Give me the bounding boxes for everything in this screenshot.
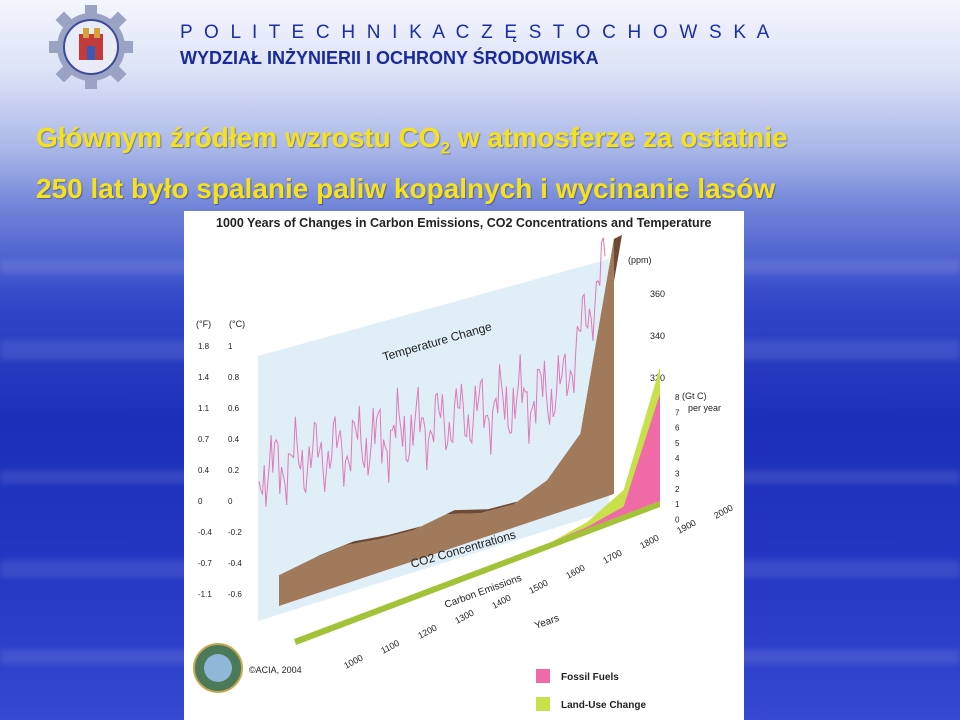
emissions-unit-line2: per year	[688, 403, 721, 413]
university-name: P O L I T E C H N I K A C Z Ę S T O C H …	[180, 22, 773, 43]
legend-label-landuse: Land-Use Change	[561, 700, 646, 711]
x-axis-label: Years	[533, 613, 560, 632]
co2-unit-label: (ppm)	[628, 255, 652, 265]
temp-tick-c: 1	[228, 342, 233, 351]
temp-tick-c: 0.8	[228, 373, 240, 382]
x-tick: 1200	[416, 623, 438, 641]
emissions-tick: 7	[675, 408, 680, 417]
emissions-tick: 5	[675, 439, 680, 448]
temp-ticks-f: 1.8 1.4 1.1 0.7 0.4 0 -0.4 -0.7 -1.1	[198, 342, 212, 599]
temp-axis-f-label: (°F)	[196, 319, 211, 329]
temp-ticks-c: 1 0.8 0.6 0.4 0.2 0 -0.2 -0.4 -0.6	[228, 342, 242, 599]
temp-tick-c: -0.4	[228, 559, 242, 568]
temp-axis-c-label: (°C)	[229, 319, 245, 329]
x-tick: 1500	[527, 578, 549, 596]
co2-area	[279, 238, 614, 606]
title-line1-part1: Głównym źródłem wzrostu CO	[36, 122, 441, 153]
temp-tick-f: 1.1	[198, 404, 210, 413]
emissions-tick: 4	[675, 454, 680, 463]
temp-tick-c: 0	[228, 497, 233, 506]
temp-tick-f: 0.4	[198, 466, 210, 475]
x-tick: 1300	[453, 608, 475, 626]
temp-tick-c: 0.6	[228, 404, 240, 413]
temperature-series-line	[258, 237, 606, 507]
temp-tick-c: 0.4	[228, 435, 240, 444]
x-tick: 1700	[601, 548, 623, 566]
temp-tick-f: 1.4	[198, 373, 210, 382]
chart-figure: 1000 Years of Changes in Carbon Emission…	[184, 211, 744, 720]
x-tick: 2000	[712, 503, 734, 521]
legend-swatch-fossil	[536, 669, 550, 683]
emissions-unit-line1: (Gt C)	[682, 391, 707, 401]
x-tick: 1000	[342, 653, 364, 671]
title-line2: 250 lat było spalanie paliw kopalnych i …	[36, 172, 776, 204]
temp-tick-c: 0.2	[228, 466, 240, 475]
emissions-tick: 0	[675, 515, 680, 524]
temp-tick-c: -0.6	[228, 590, 242, 599]
x-tick: 1800	[638, 533, 660, 551]
emissions-tick: 1	[675, 500, 680, 509]
emissions-ticks: 8 7 6 5 4 3 2 1 0	[675, 393, 680, 524]
x-tick: 1100	[379, 638, 401, 656]
temp-tick-f: 0	[198, 497, 203, 506]
faculty-name: WYDZIAŁ INŻYNIERII I OCHRONY ŚRODOWISKA	[180, 48, 599, 68]
emissions-ribbon-base	[294, 501, 660, 645]
emissions-tick: 3	[675, 470, 680, 479]
co2-tick: 360	[650, 289, 665, 299]
chart-svg: 1000 Years of Changes in Carbon Emission…	[193, 216, 735, 711]
title-line1-part2: w atmosferze za ostatnie	[449, 122, 788, 153]
credit-text: ©ACIA, 2004	[249, 665, 302, 675]
temp-tick-f: -0.7	[198, 559, 212, 568]
co2-tick: 340	[650, 331, 665, 341]
x-tick: 1400	[490, 593, 512, 611]
acia-logo-inner	[204, 654, 232, 682]
x-tick: 1600	[564, 563, 586, 581]
title-subscript: 2	[440, 138, 450, 158]
emissions-tick: 6	[675, 424, 680, 433]
legend-label-fossil: Fossil Fuels	[561, 672, 619, 683]
co2-ticks: 360340320	[650, 289, 665, 383]
slide-title: Głównym źródłem wzrostu CO2 w atmosferze…	[36, 118, 936, 209]
legend-swatch-landuse	[536, 697, 550, 711]
temp-tick-f: -1.1	[198, 590, 212, 599]
chart-title: 1000 Years of Changes in Carbon Emission…	[216, 216, 712, 230]
temp-tick-f: 0.7	[198, 435, 210, 444]
emissions-tick: 8	[675, 393, 680, 402]
university-logo-gear-icon	[49, 5, 133, 89]
temp-tick-c: -0.2	[228, 528, 242, 537]
temp-tick-f: -0.4	[198, 528, 212, 537]
temp-tick-f: 1.8	[198, 342, 210, 351]
emissions-tick: 2	[675, 485, 680, 494]
